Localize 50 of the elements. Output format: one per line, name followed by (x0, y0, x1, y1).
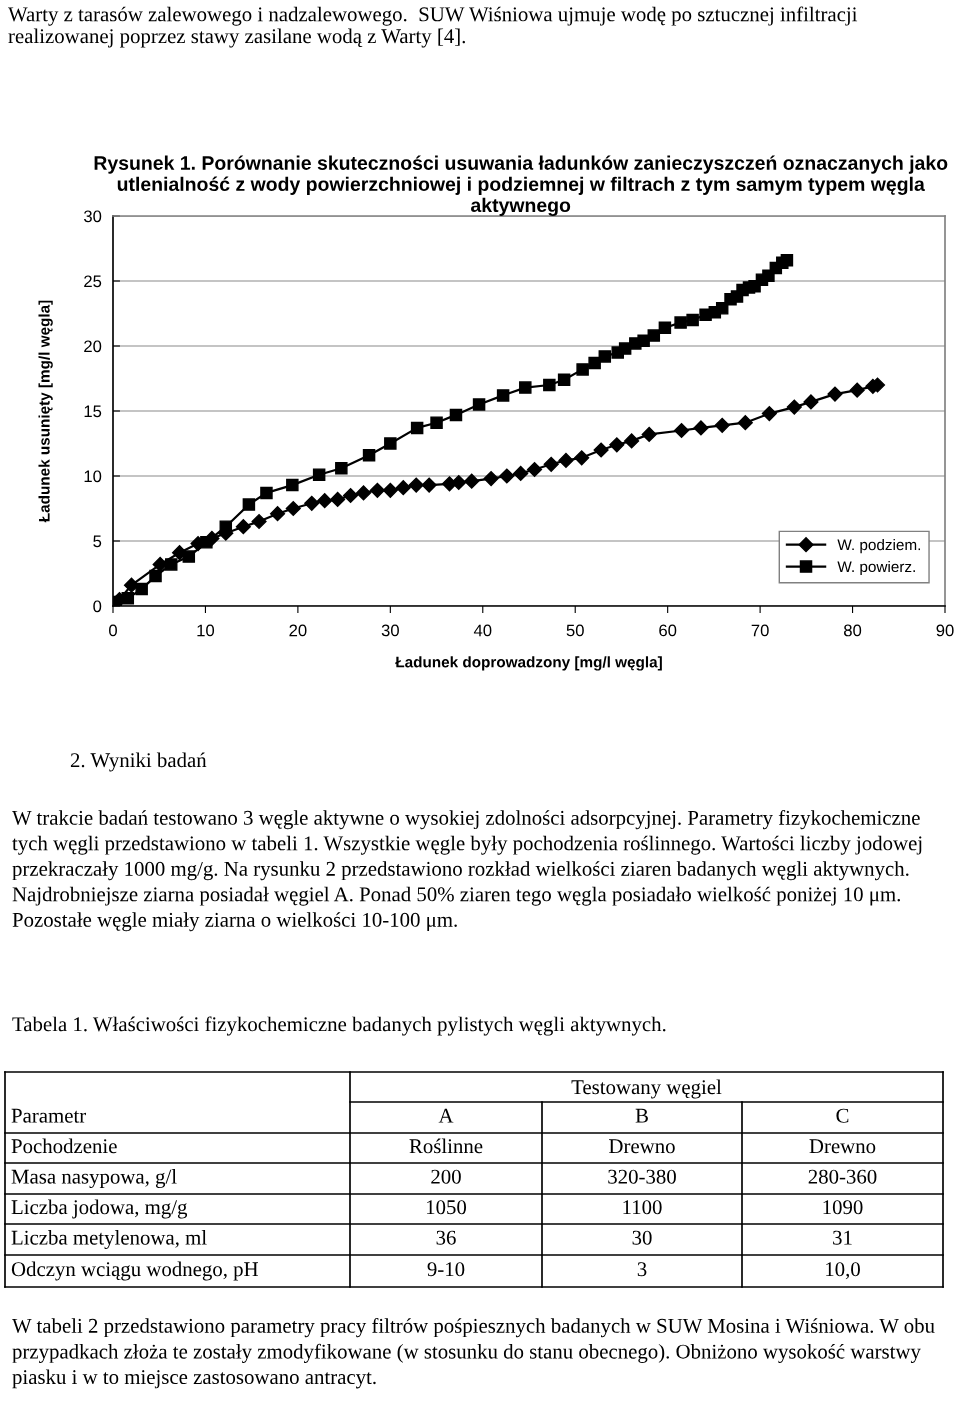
text: 31 (833, 1230, 852, 1245)
x-tick-label: 40 (473, 624, 492, 637)
legend-label: W. podziem. (837, 539, 921, 554)
text: 320-380 (608, 1169, 676, 1184)
x-tick-label: 50 (566, 624, 584, 637)
legend-label: W. powierz. (837, 560, 915, 576)
y-tick-label: 25 (84, 275, 102, 288)
text: B (635, 1108, 648, 1123)
text: Tabela 1. Właściwości fizykochemiczne badanych pylistych węgli aktywnych. (12, 1016, 666, 1036)
text: W trakcie badań testowano 3 węgle aktywne o wysokiej zdolności adsorpcyjnej. Parametry fizykochemiczne tych węgli przedstawiono w tabeli 1. Wszystkie węgle były pochodzenia roślinnego. Wartości liczby jodowej przekraczały 1000 mg/g. Na rysunku 2 przedstawiono rozkład wielkości ziaren badanych węgli aktywnych. Najdrobniejsze ziarna posiadał węgiel A. Ponad 50% ziaren tego węgla posiadało wielkość poniżej 10 μm. Pozostałe węgle miały ziarna o wielkości 10-100 μm. (12, 810, 922, 932)
x-axis-title: Ładunek doprowadzony [mg/l węgla] (395, 656, 662, 671)
text: 1100 (623, 1200, 662, 1215)
x-tick-label: 60 (659, 624, 677, 637)
text: Testowany węgiel (571, 1079, 722, 1099)
text: 36 (436, 1230, 456, 1245)
text: Drewno (809, 1139, 876, 1154)
x-tick-label: 90 (936, 624, 954, 637)
text: 1050 (427, 1200, 467, 1215)
text: 10,0 (826, 1262, 860, 1280)
x-tick-label: 20 (289, 624, 307, 637)
text: Warty z tarasów zalewowego i nadzalewowego. SUW Wiśniowa ujmuje wodę po sztucznej infiltracji realizowanej poprzez stawy zasilane wodą z Warty [4]. (8, 6, 858, 48)
x-tick-label: 10 (197, 624, 215, 637)
text: Drewno (609, 1139, 675, 1154)
text: 30 (632, 1230, 652, 1245)
y-tick-label: 15 (84, 405, 102, 418)
text: Parametr (11, 1108, 87, 1123)
x-tick-label: 70 (751, 624, 769, 637)
text: Roślinne (409, 1138, 483, 1154)
x-tick-label: 30 (381, 624, 399, 637)
text: Odczyn wciągu wodnego, pH (11, 1261, 259, 1281)
y-tick-label: 10 (84, 470, 102, 483)
y-tick-label: 20 (84, 340, 102, 353)
y-tick-label: 0 (93, 600, 102, 613)
text: A (438, 1108, 454, 1123)
text: 3 (637, 1262, 647, 1277)
text: 1090 (823, 1200, 863, 1215)
text: 9-10 (427, 1262, 465, 1277)
text: 200 (431, 1169, 461, 1184)
y-tick-label: 5 (93, 535, 102, 548)
text: 280-360 (808, 1169, 877, 1184)
text: Liczba metylenowa, ml (11, 1230, 207, 1249)
text: Pochodzenie (11, 1138, 117, 1154)
x-tick-label: 0 (109, 624, 117, 637)
text: Liczba jodowa, mg/g (11, 1199, 188, 1219)
y-axis-title: Ładunek usunięty [mg/l węgla] (38, 300, 53, 523)
text: W tabeli 2 przedstawiono parametry pracy filtrów pośpiesznych badanych w SUW Mosina i Wiśniowa. W obu przypadkach złoża te zostały zmodyfikowane (w stosunku do stanu obecnego). Obniżono wysokość warstwy piasku i w to miejsce zastosowano antracyt. (12, 1318, 935, 1389)
text: C (836, 1108, 849, 1123)
x-tick-label: 80 (844, 624, 862, 637)
text: Masa nasypowa, g/l (11, 1169, 177, 1188)
text: 2. Wyniki badań (70, 752, 207, 772)
